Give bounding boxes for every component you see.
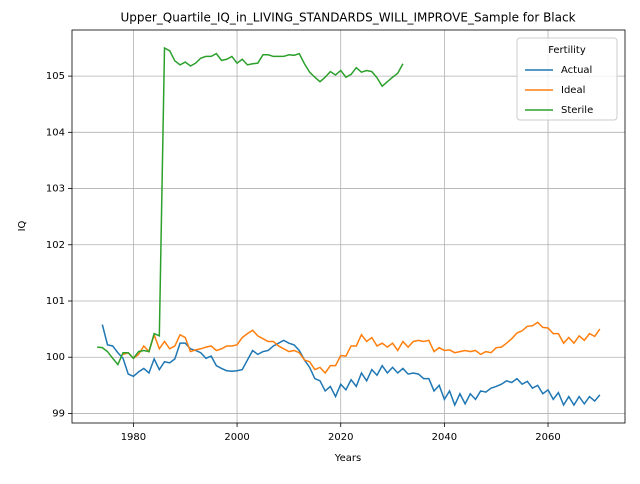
y-tick-label: 100 bbox=[46, 352, 65, 363]
legend-label: Ideal bbox=[561, 85, 585, 96]
x-axis-label: Years bbox=[334, 453, 361, 464]
x-tick-label: 2060 bbox=[535, 432, 560, 443]
legend-label: Sterile bbox=[561, 105, 593, 116]
y-tick-label: 99 bbox=[52, 408, 65, 419]
series-line bbox=[122, 321, 601, 375]
series-line bbox=[101, 324, 601, 407]
x-tick-label: 2000 bbox=[224, 432, 249, 443]
y-tick-label: 102 bbox=[46, 240, 65, 251]
x-tick-label: 2020 bbox=[328, 432, 353, 443]
x-tick-label: 2040 bbox=[432, 432, 457, 443]
series-line bbox=[97, 46, 404, 366]
x-tick-label: 1980 bbox=[121, 432, 146, 443]
y-axis-label: IQ bbox=[17, 220, 28, 231]
chart-title: Upper_Quartile_IQ_in_LIVING_STANDARDS_WI… bbox=[120, 11, 575, 25]
y-tick-label: 101 bbox=[46, 296, 65, 307]
plot-frame bbox=[71, 29, 626, 424]
y-tick-label: 103 bbox=[46, 184, 65, 195]
legend: Fertility Actual Ideal Sterile bbox=[516, 37, 618, 121]
legend-box bbox=[516, 37, 618, 121]
legend-label: Actual bbox=[561, 65, 592, 76]
legend-title: Fertility bbox=[548, 45, 586, 56]
y-tick-label: 104 bbox=[46, 127, 65, 138]
y-tick-label: 105 bbox=[46, 71, 65, 82]
